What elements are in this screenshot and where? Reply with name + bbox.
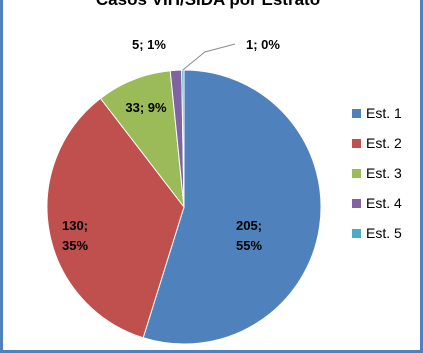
- leader-line-5: [182, 43, 236, 71]
- legend-label-2: Est. 2: [366, 135, 402, 151]
- legend-label-4: Est. 4: [366, 195, 402, 211]
- legend-swatch-4: [352, 199, 361, 208]
- legend-swatch-2: [352, 139, 361, 148]
- data-label-5: 1; 0%: [246, 37, 280, 52]
- legend-label-5: Est. 5: [366, 225, 402, 241]
- legend-label-3: Est. 3: [366, 165, 402, 181]
- pie-slices: [46, 69, 322, 345]
- data-label-4: 5; 1%: [132, 37, 166, 52]
- legend-swatch-1: [352, 109, 361, 118]
- pie-chart: Casos VIH/SIDA por Estrato 205;55% 130;35…: [46, 0, 402, 345]
- data-labels: 205; 55% 130; 35% 33; 9% 5; 1% 1; 0%: [62, 37, 280, 253]
- legend-swatch-5: [352, 229, 361, 238]
- leader-lines: [182, 43, 236, 71]
- pie-slice-2: [46, 97, 185, 339]
- data-label-1: 205; 55%: [236, 218, 262, 253]
- data-label-3: 33; 9%: [125, 100, 167, 115]
- legend-label-1: Est. 1: [366, 105, 402, 121]
- chart-title: Casos VIH/SIDA por Estrato: [96, 0, 320, 9]
- legend-swatch-3: [352, 169, 361, 178]
- data-label-2: 130; 35%: [62, 218, 88, 253]
- legend: Est. 1 Est. 2 Est. 3 Est. 4 Est. 5: [352, 105, 402, 241]
- pie-slice-1: [142, 69, 322, 345]
